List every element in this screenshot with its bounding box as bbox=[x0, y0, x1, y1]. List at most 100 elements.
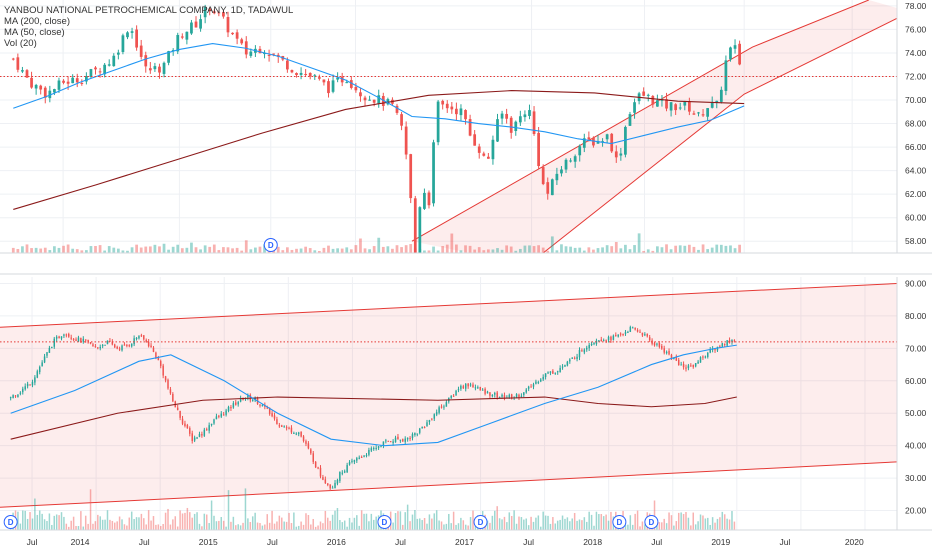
candle-body bbox=[322, 79, 326, 83]
price-tick-label: 78.00 bbox=[905, 1, 927, 11]
candle-body bbox=[409, 437, 411, 439]
candle-body bbox=[537, 132, 540, 167]
volume-bar bbox=[106, 510, 109, 530]
candle-body bbox=[55, 336, 58, 339]
volume-bar bbox=[523, 519, 525, 530]
volume-bar bbox=[573, 247, 577, 253]
volume-bar bbox=[313, 250, 317, 253]
candle-body bbox=[617, 334, 619, 337]
volume-bar bbox=[457, 523, 460, 530]
candle-body bbox=[251, 400, 254, 402]
candle-body bbox=[324, 479, 327, 484]
candle-body bbox=[353, 460, 356, 462]
chart-title: YANBOU NATIONAL PETROCHEMICAL COMPANY, 1… bbox=[4, 5, 294, 16]
volume-bar bbox=[345, 247, 349, 253]
price-tick-label: 64.00 bbox=[905, 166, 927, 176]
volume-bar bbox=[546, 250, 550, 253]
candle-body bbox=[685, 367, 687, 369]
candle-body bbox=[450, 106, 454, 110]
candle-body bbox=[212, 11, 216, 14]
candle-body bbox=[733, 340, 736, 342]
candle-body bbox=[578, 146, 582, 156]
volume-bar bbox=[215, 521, 218, 530]
candle-body bbox=[112, 55, 116, 67]
candle-body bbox=[547, 372, 549, 374]
volume-bar bbox=[370, 513, 373, 530]
candle-body bbox=[114, 344, 116, 348]
candle-body bbox=[542, 376, 544, 380]
volume-bar bbox=[724, 245, 728, 253]
candle-body bbox=[610, 133, 614, 152]
volume-bar bbox=[249, 522, 252, 530]
volume-bar bbox=[707, 517, 709, 530]
volume-bar bbox=[697, 249, 700, 253]
candle-body bbox=[670, 354, 673, 359]
candle-body bbox=[489, 392, 491, 396]
volume-bar bbox=[293, 512, 295, 530]
volume-bar bbox=[237, 524, 239, 530]
candle-body bbox=[231, 32, 234, 35]
volume-bar bbox=[423, 518, 426, 530]
candle-body bbox=[464, 110, 467, 120]
candle-body bbox=[94, 346, 97, 348]
volume-bar bbox=[57, 247, 61, 253]
ma200-line bbox=[10, 396, 737, 440]
volume-bar bbox=[550, 236, 554, 253]
candle-body bbox=[704, 356, 707, 358]
volume-bar bbox=[222, 520, 225, 530]
candle-body bbox=[404, 126, 408, 155]
volume-bar bbox=[126, 250, 129, 253]
volume-bar bbox=[634, 513, 636, 530]
volume-bar bbox=[363, 513, 365, 530]
volume-bar bbox=[239, 525, 242, 530]
volume-bar bbox=[317, 250, 321, 253]
candle-body bbox=[569, 160, 572, 162]
candle-body bbox=[491, 139, 495, 160]
volume-bar bbox=[111, 520, 114, 530]
volume-bar bbox=[130, 511, 133, 530]
volume-bar bbox=[450, 523, 452, 530]
candle-body bbox=[373, 448, 375, 450]
volume-bar bbox=[164, 512, 167, 530]
candle-body bbox=[665, 99, 668, 109]
candle-body bbox=[496, 119, 499, 142]
volume-bar bbox=[496, 248, 499, 253]
candle-body bbox=[455, 390, 457, 396]
candle-body bbox=[226, 17, 230, 33]
volume-bar bbox=[123, 524, 126, 530]
candle-body bbox=[501, 394, 503, 397]
candle-body bbox=[578, 349, 581, 358]
volume-bar bbox=[295, 526, 298, 530]
dividend-marker-label: D bbox=[268, 241, 274, 250]
candle-body bbox=[240, 39, 244, 44]
candle-body bbox=[71, 77, 75, 84]
volume-bar bbox=[726, 518, 728, 530]
candle-body bbox=[317, 467, 319, 469]
candle-body bbox=[191, 433, 193, 442]
volume-bar bbox=[116, 521, 118, 530]
volume-bar bbox=[148, 246, 152, 253]
volume-bar bbox=[22, 510, 24, 530]
volume-bar bbox=[653, 500, 656, 530]
volume-bar bbox=[358, 525, 360, 530]
candle-body bbox=[416, 433, 419, 435]
time-tick-label: 2020 bbox=[845, 537, 864, 547]
candle-body bbox=[341, 472, 344, 474]
volume-bar bbox=[716, 518, 719, 530]
volume-bar bbox=[601, 247, 604, 253]
volume-bar bbox=[17, 511, 19, 530]
candle-body bbox=[491, 395, 494, 397]
volume-bar bbox=[528, 245, 531, 253]
candle-body bbox=[555, 173, 559, 181]
candle-body bbox=[514, 121, 518, 131]
candle-body bbox=[473, 134, 477, 146]
candle-body bbox=[307, 443, 310, 449]
candle-body bbox=[540, 379, 542, 382]
candle-body bbox=[157, 357, 160, 361]
candle-body bbox=[208, 425, 210, 431]
time-tick-label: 2016 bbox=[327, 537, 346, 547]
candle-body bbox=[164, 376, 167, 381]
volume-bar bbox=[249, 249, 253, 253]
volume-bar bbox=[542, 511, 544, 530]
volume-bar bbox=[220, 517, 223, 530]
